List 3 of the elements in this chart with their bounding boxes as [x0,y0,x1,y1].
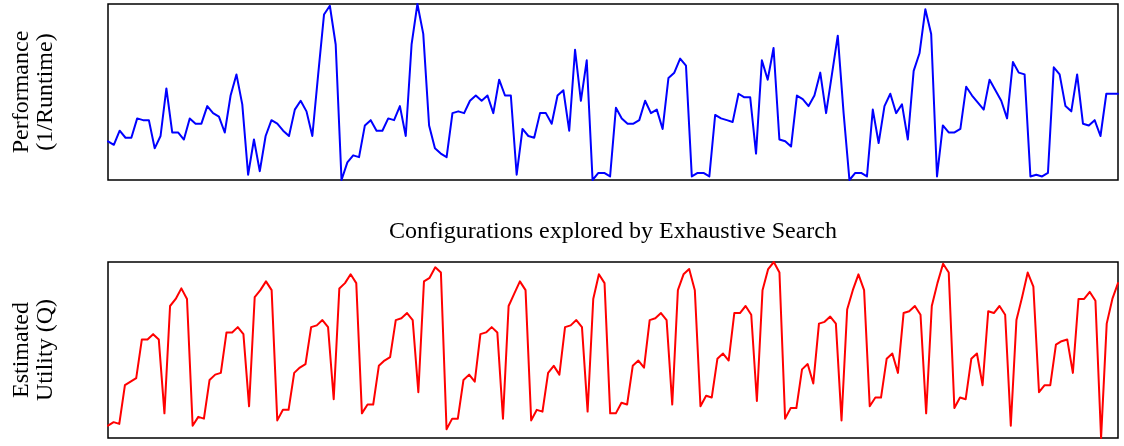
y-axis-title: Performance (1/Runtime) [7,30,57,154]
x-axis-title: Configurations explored by Exhaustive Search [389,217,837,243]
y-axis-title: Estimated Utility (Q) [7,299,57,401]
